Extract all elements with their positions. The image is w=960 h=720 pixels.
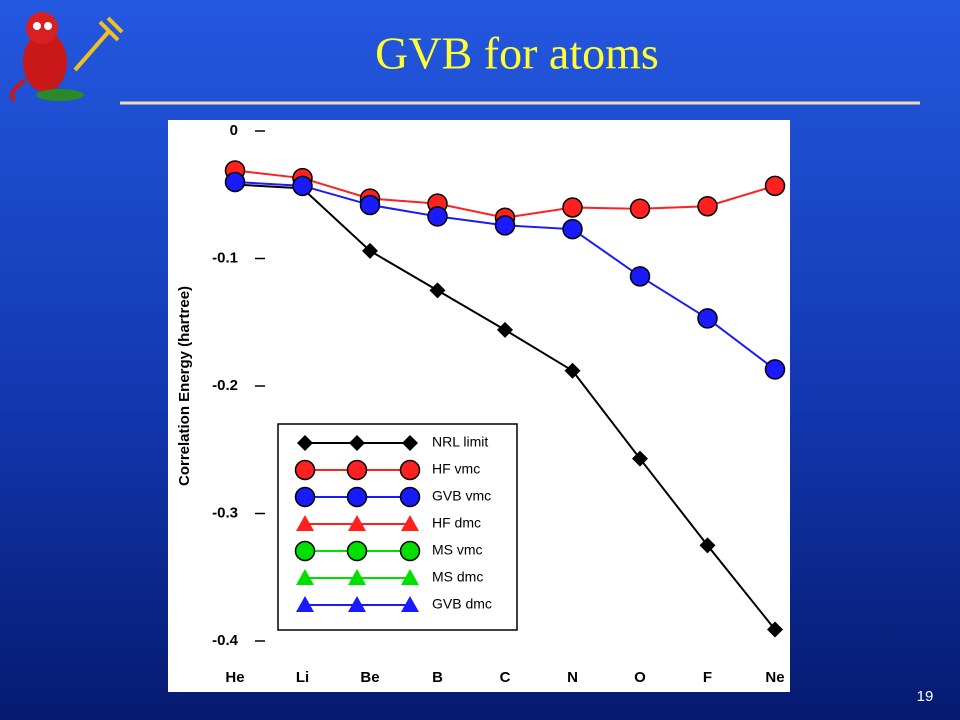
circle-marker (399, 459, 421, 481)
diamond-marker (699, 537, 716, 554)
x-tick-label: O (634, 669, 646, 686)
x-tick-label: Ne (765, 669, 784, 686)
legend-label: MS dmc (432, 569, 483, 585)
legend-label: HF dmc (432, 515, 481, 531)
x-tick-label: Li (296, 669, 309, 686)
x-tick-label: Be (360, 669, 379, 686)
circle-marker (359, 194, 381, 216)
legend-box (277, 423, 518, 631)
page-number: 19 (917, 688, 934, 705)
circle-marker (562, 197, 583, 218)
circle-marker (764, 359, 786, 380)
slide-title: GVB for atoms (375, 28, 659, 79)
circle-marker (629, 198, 651, 220)
diamond-marker (362, 242, 378, 259)
diamond-marker (349, 435, 365, 451)
circle-marker (697, 308, 718, 329)
x-tick-label: F (703, 669, 712, 686)
triangle-marker (296, 515, 314, 531)
circle-marker (629, 266, 651, 287)
triangle-marker (296, 596, 314, 612)
circle-marker (494, 215, 516, 236)
legend-label: MS vmc (432, 542, 483, 558)
diamond-marker (564, 362, 581, 379)
circle-marker (399, 486, 421, 508)
triangle-marker (348, 569, 366, 585)
circle-marker (294, 459, 316, 481)
diamond-marker (402, 435, 418, 451)
circle-marker (764, 175, 786, 197)
circle-marker (427, 206, 448, 227)
triangle-marker (348, 515, 366, 531)
legend-label: GVB dmc (432, 596, 492, 612)
triangle-marker (401, 515, 419, 531)
circle-marker (224, 171, 246, 193)
y-tick-label: -0.3 (212, 504, 238, 521)
x-tick-label: N (567, 669, 578, 686)
circle-marker (346, 459, 368, 481)
diamond-marker (497, 321, 513, 338)
circle-marker (292, 175, 313, 197)
circle-marker (346, 486, 368, 508)
y-tick-label: -0.2 (212, 377, 238, 394)
circle-marker (294, 486, 316, 508)
logo (9, 12, 124, 102)
x-tick-label: B (432, 669, 443, 686)
circle-marker (562, 218, 583, 240)
triangle-marker (348, 596, 366, 612)
x-tick-label: He (225, 669, 244, 686)
legend-label: GVB vmc (432, 488, 491, 504)
y-tick-label: -0.1 (212, 249, 238, 266)
diamond-marker (429, 282, 446, 299)
circle-marker (697, 195, 718, 217)
triangle-marker (296, 569, 314, 585)
triangle-marker (401, 569, 419, 585)
y-tick-label: -0.4 (212, 632, 239, 649)
y-axis-label: Correlation Energy (hartree) (176, 286, 193, 486)
diamond-marker (632, 450, 648, 467)
y-tick-label: 0 (230, 122, 238, 139)
legend-label: NRL limit (432, 434, 488, 450)
circle-marker (294, 540, 316, 562)
triangle-marker (401, 596, 419, 612)
circle-marker (399, 540, 421, 562)
diamond-marker (767, 621, 783, 638)
circle-marker (346, 540, 368, 562)
x-tick-label: C (500, 669, 511, 686)
diamond-marker (297, 435, 313, 451)
legend-label: HF vmc (432, 461, 480, 477)
